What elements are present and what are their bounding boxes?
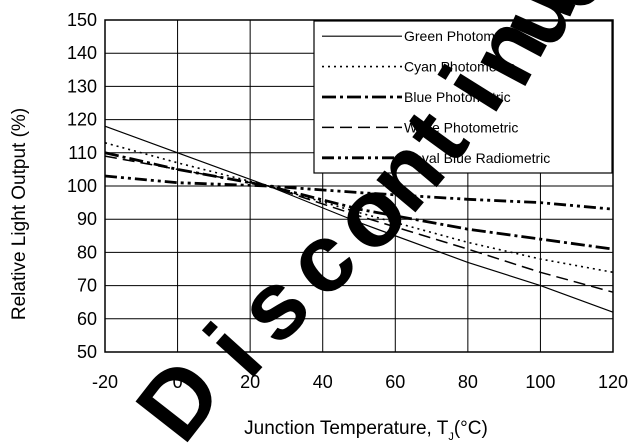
y-tick-label: 60 <box>77 309 97 329</box>
legend-label-4: Royal Blue Radiometric <box>404 150 550 166</box>
x-axis-label-main: Junction Temperature, T <box>244 418 449 439</box>
x-tick-label: 120 <box>598 372 628 392</box>
legend-label-3: White Photometric <box>404 119 518 135</box>
x-tick-label: 100 <box>525 372 555 392</box>
series-line-0 <box>104 125 614 313</box>
legend-label-0: Green Photometric <box>404 28 522 44</box>
y-axis-ticks: 50 60 70 80 90 100 110 120 130 140 150 <box>67 10 97 362</box>
plot-frame <box>104 19 614 353</box>
x-tick-label: 60 <box>385 372 405 392</box>
series-line-2 <box>104 151 614 251</box>
x-tick-label: 20 <box>240 372 260 392</box>
x-axis-ticks: -20 0 20 40 60 80 100 120 <box>92 372 628 392</box>
y-tick-label: 120 <box>67 110 97 130</box>
y-tick-label: 110 <box>68 143 97 163</box>
x-tick-label: 40 <box>313 372 333 392</box>
y-tick-label: 150 <box>67 10 97 30</box>
legend-label-2: Blue Photometric <box>404 89 511 105</box>
legend-label-1: Cyan Photometric <box>404 59 515 75</box>
series-line-4 <box>104 174 614 211</box>
y-axis-label: Relative Light Output (%) <box>9 108 30 320</box>
x-axis-label: Junction Temperature, TJ(°C) <box>244 418 488 443</box>
y-tick-label: 80 <box>77 242 97 262</box>
x-tick-label: 80 <box>458 372 478 392</box>
x-axis-label-subscript: J <box>448 431 454 443</box>
y-tick-label: 130 <box>67 76 97 96</box>
x-tick-label: -20 <box>92 372 118 392</box>
y-tick-label: 70 <box>77 276 97 296</box>
x-axis-label-unit: (°C) <box>454 418 488 439</box>
series-line-1 <box>104 142 614 274</box>
legend-box <box>313 20 613 174</box>
series-line-3 <box>104 155 614 293</box>
y-tick-label: 50 <box>77 342 97 362</box>
y-tick-label: 140 <box>67 43 97 63</box>
y-tick-label: 100 <box>67 176 97 196</box>
legend: Green Photometric Cyan Photometric Blue Ph… <box>313 20 613 174</box>
y-tick-label: 90 <box>77 209 97 229</box>
series-layer <box>104 125 614 313</box>
x-tick-label: 0 <box>173 372 183 392</box>
